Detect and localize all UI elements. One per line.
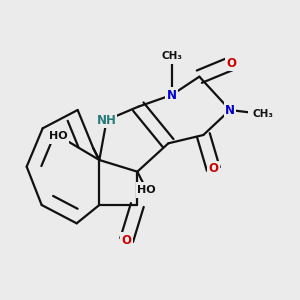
Text: O: O <box>122 233 132 247</box>
Text: N: N <box>225 103 235 116</box>
FancyBboxPatch shape <box>96 112 117 128</box>
FancyBboxPatch shape <box>157 48 186 64</box>
FancyBboxPatch shape <box>248 106 277 122</box>
FancyBboxPatch shape <box>225 55 238 71</box>
Text: O: O <box>208 163 218 176</box>
Text: HO: HO <box>137 185 156 195</box>
Text: N: N <box>167 88 177 101</box>
Text: NH: NH <box>97 113 117 127</box>
FancyBboxPatch shape <box>120 232 133 248</box>
FancyBboxPatch shape <box>224 102 236 118</box>
Text: CH₃: CH₃ <box>252 109 273 119</box>
FancyBboxPatch shape <box>165 87 178 103</box>
FancyBboxPatch shape <box>136 182 157 198</box>
Text: CH₃: CH₃ <box>161 51 182 61</box>
FancyBboxPatch shape <box>207 161 220 177</box>
FancyBboxPatch shape <box>48 128 69 144</box>
Text: HO: HO <box>49 131 68 141</box>
Text: O: O <box>227 57 237 70</box>
